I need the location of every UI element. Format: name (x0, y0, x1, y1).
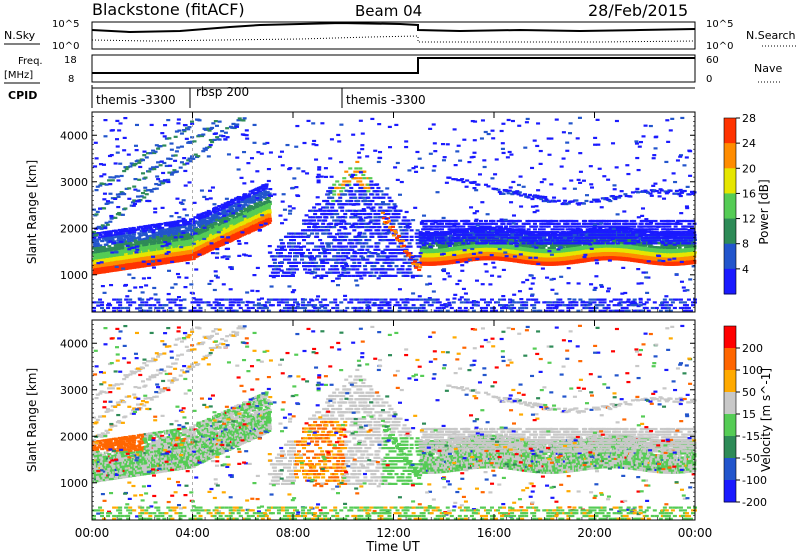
power-colorbar: 4 8 12 16 20 24 28 (723, 112, 756, 295)
cpid-segment-3: themis -3300 (346, 93, 426, 107)
cpid-label: CPID (8, 89, 37, 102)
nsky-label: N.Sky (4, 29, 36, 42)
colorbar-tick-label: 16 (742, 187, 756, 200)
nsky-curve (91, 21, 696, 34)
nsearch-curve (91, 35, 696, 43)
colorbar-swatch (724, 414, 736, 437)
xtick-label: 20:00 (577, 526, 612, 540)
nave-label: Nave (754, 62, 782, 75)
ytick-label: 2000 (60, 430, 88, 443)
ytick-label: 4000 (60, 129, 88, 142)
freq-label-top: Freq. (18, 56, 43, 67)
colorbar-tick-label: 8 (742, 238, 749, 251)
colorbar-swatch (724, 268, 736, 295)
colorbar-swatch (724, 243, 736, 270)
freq-panel: Freq. [MHz] 18 8 60 0 Nave (4, 54, 782, 85)
freq-tick-bottom-right: 0 (706, 74, 712, 85)
colorbar-swatch (724, 326, 736, 349)
colorbar-tick-label: 4 (742, 263, 749, 276)
colorbar-swatch (724, 193, 736, 220)
colorbar-swatch (724, 168, 736, 194)
colorbar-tick-label: 100 (742, 364, 763, 377)
colorbar-swatch (724, 480, 736, 503)
nsky-tick-bottom-right: 10^0 (706, 41, 733, 52)
velocity-panel: 1000 2000 3000 4000 Slant Range [km] 200 100… (25, 319, 773, 521)
nsearch-label: N.Search (746, 29, 796, 42)
power-ylabel: Slant Range [km] (25, 160, 39, 264)
colorbar-tick-label: 200 (742, 342, 763, 355)
nsky-panel: N.Sky 10^5 10^0 10^5 10^0 N.Search (4, 19, 796, 52)
colorbar-swatch (724, 118, 736, 144)
colorbar-tick-label: -50 (742, 452, 760, 465)
colorbar-tick-label: 50 (742, 386, 756, 399)
colorbar-swatch (724, 370, 736, 393)
xtick-label: 00:00 (75, 526, 110, 540)
ytick-label: 1000 (60, 269, 88, 282)
xtick-label: 00:00 (678, 526, 713, 540)
colorbar-swatch (724, 436, 736, 459)
colorbar-swatch (724, 348, 736, 371)
freq-tick-top-left: 18 (64, 55, 77, 66)
date-title: 28/Feb/2015 (588, 1, 688, 20)
freq-label-bottom: [MHz] (4, 70, 33, 81)
velocity-colorbar: 200 100 50 15 -15 -50 -100 -200 (723, 325, 767, 509)
freq-curve (92, 57, 695, 74)
power-echoes (92, 112, 698, 312)
power-colorbar-label: Power [dB] (757, 179, 771, 244)
colorbar-tick-label: 24 (742, 137, 756, 150)
colorbar-tick-label: -15 (742, 430, 760, 443)
ytick-label: 1000 (60, 477, 88, 490)
time-axis: 00:00 04:00 08:00 12:00 16:00 20:00 00:00 (75, 112, 713, 540)
ytick-label: 2000 (60, 222, 88, 235)
colorbar-swatch (724, 143, 736, 169)
power-yaxis: 1000 2000 3000 4000 (60, 111, 695, 313)
colorbar-tick-label: -200 (742, 496, 767, 509)
velocity-colorbar-label: Velocity [m s^-1] (759, 368, 773, 472)
station-title: Blackstone (fitACF) (92, 0, 245, 19)
nsky-tick-top-left: 10^5 (52, 19, 79, 30)
velocity-echoes (92, 320, 698, 520)
ytick-label: 3000 (60, 176, 88, 189)
colorbar-tick-label: 15 (742, 408, 756, 421)
colorbar-tick-label: 12 (742, 213, 756, 226)
beam-title: Beam 04 (355, 2, 422, 20)
xtick-label: 16:00 (477, 526, 512, 540)
colorbar-swatch (724, 458, 736, 481)
ytick-label: 3000 (60, 384, 88, 397)
cpid-panel: CPID themis -3300 rbsp 200 themis -3300 (8, 85, 695, 108)
colorbar-tick-label: 28 (742, 112, 756, 125)
nsky-tick-bottom-left: 10^0 (52, 41, 79, 52)
power-panel: 1000 2000 3000 4000 Slant Range [km] 4 8 12 16… (25, 111, 771, 313)
cpid-segment-1: themis -3300 (96, 93, 176, 107)
time-xlabel: Time UT (365, 540, 419, 554)
ytick-label: 4000 (60, 337, 88, 350)
xtick-label: 04:00 (175, 526, 210, 540)
xtick-label: 12:00 (376, 526, 411, 540)
freq-tick-top-right: 60 (706, 55, 719, 66)
velocity-ylabel: Slant Range [km] (25, 368, 39, 472)
colorbar-swatch (724, 392, 736, 415)
nsky-tick-top-right: 10^5 (706, 19, 733, 30)
colorbar-tick-label: -100 (742, 474, 767, 487)
colorbar-tick-label: 20 (742, 162, 756, 175)
velocity-yaxis: 1000 2000 3000 4000 (60, 319, 695, 521)
colorbar-swatch (724, 218, 736, 245)
cpid-segment-2: rbsp 200 (196, 85, 249, 99)
freq-tick-bottom-left: 8 (68, 74, 74, 85)
xtick-label: 08:00 (276, 526, 311, 540)
